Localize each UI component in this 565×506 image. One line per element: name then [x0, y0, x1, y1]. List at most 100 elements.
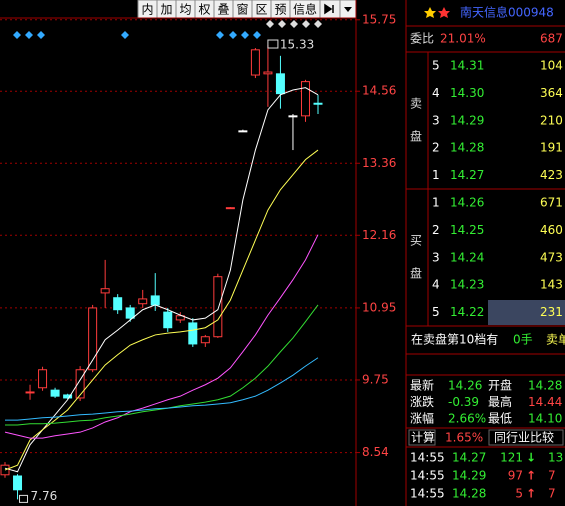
ratio-label: 委比 — [410, 32, 434, 46]
stat-value: 14.28 — [528, 379, 562, 393]
candle-body — [238, 130, 248, 133]
candle-body — [263, 71, 273, 75]
trade-volume: 97 — [508, 469, 523, 483]
toolbar: 内加均权叠窗区预信息 — [0, 0, 357, 19]
candle-body — [88, 307, 98, 371]
min-marker — [19, 494, 29, 503]
toolbar-label[interactable]: 预 — [274, 3, 286, 17]
stat-label: 涨幅 — [410, 411, 434, 426]
toolbar-label[interactable]: 均 — [179, 3, 191, 17]
volume: 423 — [540, 168, 563, 182]
dropdown-icon — [344, 7, 352, 12]
trade-arrow: ↓ — [526, 451, 536, 465]
toolbar-label[interactable]: 权 — [198, 3, 210, 17]
compare-button[interactable] — [488, 429, 564, 446]
trade-count: 7 — [548, 487, 556, 501]
trade-count: 13 — [548, 451, 563, 465]
y-tick-label: 13.36 — [362, 156, 396, 170]
stat-value: 14.44 — [528, 395, 562, 409]
candle-body — [150, 295, 160, 306]
trade-time: 14:55 — [410, 487, 445, 501]
volume: 231 — [540, 305, 563, 319]
y-tick-label: 14.56 — [362, 84, 396, 98]
notice-volume: 0手 — [513, 333, 533, 347]
volume: 104 — [540, 59, 563, 73]
calc-value: 1.65% — [445, 431, 483, 445]
toolbar-label[interactable]: 窗 — [236, 3, 248, 17]
y-tick-label: 12.16 — [362, 228, 396, 242]
candle-body — [225, 207, 235, 210]
toolbar-label[interactable]: 信息 — [293, 2, 317, 17]
stat-value: -0.39 — [448, 395, 479, 409]
volume: 210 — [540, 113, 563, 127]
trade-count: 7 — [548, 469, 556, 483]
price: 14.24 — [450, 250, 484, 264]
ma-line — [4, 149, 319, 471]
buy-label: 盘 — [410, 266, 422, 281]
candle-body — [138, 298, 148, 305]
max-marker — [267, 39, 279, 49]
sell-label: 盘 — [410, 129, 422, 144]
compare-label[interactable]: 同行业比较 — [494, 430, 554, 445]
ratio-diff: 687 — [540, 32, 563, 46]
toolbar-label[interactable]: 内 — [141, 3, 153, 17]
y-tick-label: 9.75 — [362, 372, 389, 386]
trade-volume: 121 — [500, 451, 523, 465]
trade-arrow: ↑ — [526, 469, 536, 483]
calc-label[interactable]: 计算 — [411, 430, 435, 445]
price: 14.23 — [450, 278, 484, 292]
candle-body — [38, 369, 48, 389]
trade-time: 14:55 — [410, 469, 445, 483]
ma-line — [5, 357, 319, 421]
level: 5 — [432, 59, 440, 73]
quote-panel: 南天信息 000948 委比 21.01% 687 在卖盘第10档有 0手 卖单… — [406, 5, 565, 501]
price: 14.27 — [450, 168, 484, 182]
star — [438, 7, 450, 18]
stat-label: 最高 — [488, 394, 512, 409]
level: 2 — [432, 223, 440, 237]
candle-body — [313, 102, 323, 105]
stat-value: 14.10 — [528, 412, 562, 426]
max-label: 15.33 — [280, 38, 314, 52]
price: 14.22 — [450, 305, 484, 319]
volume: 460 — [540, 223, 563, 237]
ma-line — [4, 234, 319, 439]
toolbar-label[interactable]: 叠 — [217, 3, 229, 17]
candle-body — [188, 322, 198, 345]
y-tick-label: 15.75 — [362, 12, 396, 26]
level: 4 — [432, 278, 440, 292]
ratio: 21.01% — [440, 32, 486, 46]
ma-line — [4, 87, 319, 473]
highlight — [488, 300, 565, 325]
star — [424, 7, 436, 18]
stat-value: 14.26 — [448, 379, 482, 393]
calc-box[interactable] — [408, 429, 436, 446]
toolbar-label[interactable]: 区 — [255, 3, 267, 17]
trade-arrow: ↑ — [526, 487, 536, 501]
candle-body — [163, 311, 173, 329]
stat-label: 涨跌 — [410, 394, 434, 409]
price: 14.28 — [450, 141, 484, 155]
volume: 473 — [540, 250, 563, 264]
level: 1 — [432, 196, 440, 210]
toolbar-label[interactable]: 加 — [160, 3, 172, 17]
ma-line — [5, 304, 319, 426]
signal-markers-white — [266, 20, 322, 28]
candle-body — [75, 369, 85, 399]
y-tick-label: 10.95 — [362, 300, 396, 314]
level: 1 — [432, 168, 440, 182]
candle-body — [288, 115, 298, 118]
level: 5 — [432, 305, 440, 319]
candle-body — [113, 297, 123, 311]
level: 4 — [432, 86, 440, 100]
stat-label: 最新 — [410, 378, 434, 393]
trade-price: 14.27 — [452, 451, 486, 465]
trade-volume: 5 — [515, 487, 523, 501]
candle-body — [13, 475, 23, 491]
level: 2 — [432, 141, 440, 155]
stat-label: 最低 — [488, 412, 512, 426]
stat-value: 2.66% — [448, 412, 486, 426]
candlestick-chart: 15.75 14.56 13.36 12.16 10.95 9.75 8.54 15.33 7.… — [0, 12, 396, 503]
